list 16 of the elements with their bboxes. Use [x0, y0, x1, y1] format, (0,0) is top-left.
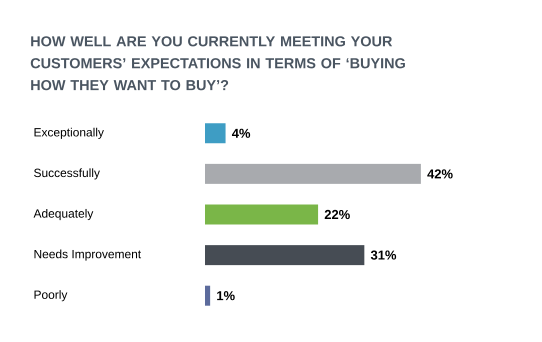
- y-tick-label: Adequately: [34, 208, 94, 220]
- data-label: 22%: [324, 210, 350, 220]
- bar: [205, 204, 318, 225]
- y-tick-label: Successfully: [34, 168, 100, 180]
- bar: [205, 286, 210, 306]
- chart-title: HOW WELL ARE YOU CURRENTLY MEETING YOUR CUSTOMERS’ EXPECTATIONS IN TERMS OF ‘BUYING HOW THEY WANT TO BUY’?: [30, 36, 405, 90]
- y-tick-label: Poorly: [34, 290, 68, 302]
- bar: [205, 164, 421, 184]
- y-tick-label: Needs Improvement: [34, 250, 142, 261]
- bar: [205, 123, 226, 144]
- y-tick-label: Exceptionally: [34, 128, 104, 139]
- data-label: 42%: [427, 169, 453, 178]
- data-label: 31%: [370, 250, 396, 260]
- data-label: 4%: [232, 128, 250, 138]
- data-label: 1%: [217, 291, 235, 300]
- bar: [205, 245, 364, 266]
